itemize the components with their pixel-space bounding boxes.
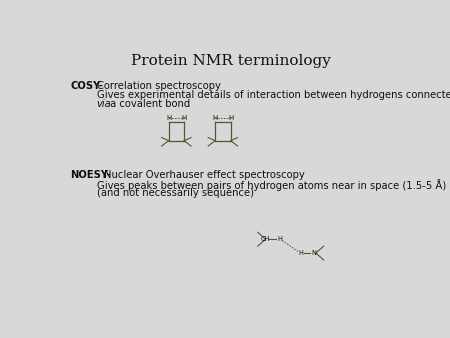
- Text: H: H: [212, 115, 218, 121]
- Text: H: H: [299, 250, 304, 256]
- Text: CH: CH: [261, 236, 270, 242]
- Text: (and not necessarily sequence): (and not necessarily sequence): [97, 188, 253, 198]
- Text: a covalent bond: a covalent bond: [107, 99, 190, 109]
- Text: NOESY-: NOESY-: [70, 170, 111, 180]
- Text: Protein NMR terminology: Protein NMR terminology: [130, 54, 331, 68]
- Text: H: H: [228, 115, 233, 121]
- Text: COSY-: COSY-: [70, 80, 103, 91]
- Text: H: H: [277, 236, 282, 242]
- Text: Gives experimental details of interaction between hydrogens connected: Gives experimental details of interactio…: [97, 90, 450, 100]
- Text: via: via: [97, 99, 111, 109]
- Text: H: H: [181, 115, 187, 121]
- Text: Correlation spectroscopy: Correlation spectroscopy: [97, 80, 220, 91]
- Text: N: N: [311, 250, 316, 256]
- Text: Nuclear Overhauser effect spectroscopy: Nuclear Overhauser effect spectroscopy: [104, 170, 304, 180]
- Text: Gives peaks between pairs of hydrogen atoms near in space (1.5-5 Å): Gives peaks between pairs of hydrogen at…: [97, 179, 446, 191]
- Text: H: H: [166, 115, 171, 121]
